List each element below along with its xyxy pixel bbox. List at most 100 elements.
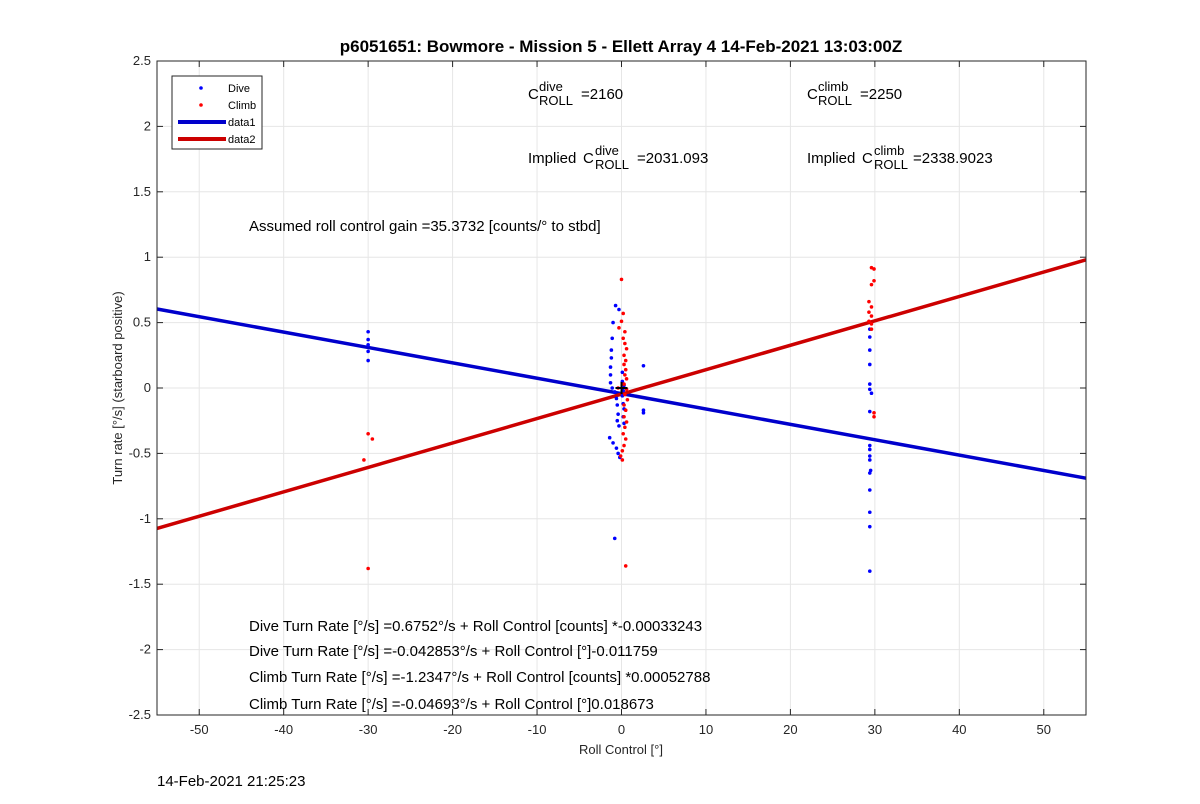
dive-point bbox=[867, 510, 872, 515]
dive-point bbox=[614, 396, 619, 401]
dive-equation-degrees: Dive Turn Rate [°/s] =-0.042853°/s + Rol… bbox=[249, 643, 658, 660]
climb-point bbox=[370, 437, 375, 441]
dive-point bbox=[611, 441, 615, 445]
climb-point bbox=[623, 437, 628, 441]
dive-point bbox=[867, 443, 872, 448]
y-tick-label: 2.5 bbox=[133, 53, 151, 68]
implied-dive-symbol: C bbox=[583, 150, 594, 167]
dive-point bbox=[867, 335, 872, 339]
y-tick-label: -0.5 bbox=[129, 445, 151, 460]
dive-point bbox=[612, 536, 617, 541]
x-tick-label: 50 bbox=[1037, 722, 1051, 737]
climb-point bbox=[621, 336, 625, 341]
climb-equation-counts: Climb Turn Rate [°/s] =-1.2347°/s + Roll… bbox=[249, 669, 710, 686]
climb-point bbox=[623, 392, 627, 397]
climb-point bbox=[622, 443, 626, 448]
dive-point bbox=[616, 412, 620, 416]
print-timestamp: 14-Feb-2021 21:25:23 bbox=[157, 773, 306, 790]
dive-point bbox=[867, 454, 872, 458]
dive-point bbox=[617, 424, 621, 428]
climb-point bbox=[362, 458, 366, 462]
legend: Dive Climb data1 data2 bbox=[171, 75, 263, 150]
climb-point bbox=[619, 319, 624, 324]
dive-point bbox=[620, 370, 625, 375]
dive-point bbox=[615, 403, 620, 407]
climb-point bbox=[869, 322, 874, 326]
implied-climb-sub: ROLL bbox=[874, 157, 908, 172]
dive-point bbox=[611, 320, 615, 325]
c-roll-dive-value: =2160 bbox=[581, 86, 623, 103]
climb-point bbox=[623, 341, 627, 346]
climb-point bbox=[620, 458, 625, 462]
climb-point bbox=[622, 362, 626, 367]
climb-point bbox=[617, 326, 621, 330]
dive-point bbox=[614, 446, 619, 450]
dive-point bbox=[867, 387, 872, 392]
dive-point bbox=[617, 307, 621, 312]
roll-gain-annotation: Assumed roll control gain =35.3732 [coun… bbox=[249, 218, 601, 235]
dive-point bbox=[641, 363, 646, 368]
dive-equation-counts: Dive Turn Rate [°/s] =0.6752°/s + Roll C… bbox=[249, 618, 702, 635]
climb-point bbox=[869, 265, 874, 270]
x-tick-label: -40 bbox=[274, 722, 293, 737]
climb-point bbox=[869, 327, 874, 331]
dive-point bbox=[366, 358, 370, 363]
climb-point bbox=[623, 408, 628, 413]
c-roll-climb-sup: climb bbox=[818, 79, 848, 94]
x-tick-label: 10 bbox=[699, 722, 713, 737]
x-tick-label: 20 bbox=[783, 722, 797, 737]
legend-climb-marker bbox=[199, 103, 203, 107]
climb-point bbox=[622, 403, 626, 407]
climb-point bbox=[623, 564, 628, 568]
x-tick-label: -30 bbox=[359, 722, 378, 737]
data2-fit-line bbox=[156, 258, 1087, 531]
climb-point bbox=[867, 310, 871, 314]
dive-point bbox=[616, 451, 620, 456]
legend-dive-label: Dive bbox=[228, 83, 250, 95]
dive-point bbox=[641, 411, 646, 415]
climb-point bbox=[620, 448, 625, 453]
climb-point bbox=[872, 414, 876, 419]
x-tick-label: 40 bbox=[952, 722, 966, 737]
axis-ticks: -50 -40 -30 -20 -10 0 10 20 30 40 50-2.5-2-1.5-1-0… bbox=[129, 53, 1086, 737]
y-tick-label: -2.5 bbox=[129, 707, 151, 722]
climb-point bbox=[619, 277, 624, 282]
climb-point bbox=[623, 367, 628, 372]
implied-dive-sub: ROLL bbox=[595, 157, 629, 172]
y-axis-label: Turn rate [°/s] (starboard positive) bbox=[110, 291, 125, 484]
climb-point bbox=[872, 411, 876, 415]
legend-dive-marker bbox=[199, 86, 203, 90]
x-tick-label: -20 bbox=[443, 722, 462, 737]
dive-point bbox=[867, 348, 872, 352]
dive-point bbox=[613, 303, 618, 308]
implied-dive-value: =2031.093 bbox=[637, 150, 708, 167]
dive-point bbox=[610, 386, 615, 390]
climb-point bbox=[624, 346, 629, 351]
dive-point bbox=[366, 329, 370, 334]
climb-point bbox=[621, 311, 625, 316]
climb-point bbox=[366, 566, 370, 571]
implied-climb-annotation: Implied C climb ROLL =2338.9023 bbox=[807, 143, 993, 172]
climb-point bbox=[623, 329, 627, 334]
y-tick-label: 0 bbox=[144, 380, 151, 395]
dive-point bbox=[867, 458, 872, 462]
climb-point bbox=[623, 358, 628, 363]
implied-climb-value: =2338.9023 bbox=[913, 150, 993, 167]
dive-point bbox=[867, 447, 872, 452]
y-tick-label: -1.5 bbox=[129, 576, 151, 591]
dive-point bbox=[609, 356, 614, 360]
x-tick-label: -10 bbox=[528, 722, 547, 737]
y-tick-label: 1.5 bbox=[133, 184, 151, 199]
climb-point bbox=[625, 397, 630, 402]
climb-point bbox=[867, 299, 871, 304]
legend-data2-label: data2 bbox=[228, 134, 256, 146]
climb-point bbox=[622, 353, 626, 358]
dive-point bbox=[867, 409, 872, 414]
climb-point bbox=[624, 377, 629, 381]
climb-point bbox=[623, 425, 627, 430]
implied-climb-sup: climb bbox=[874, 143, 904, 158]
dive-point bbox=[610, 336, 615, 341]
dive-point bbox=[366, 337, 370, 342]
climb-point bbox=[624, 420, 629, 424]
